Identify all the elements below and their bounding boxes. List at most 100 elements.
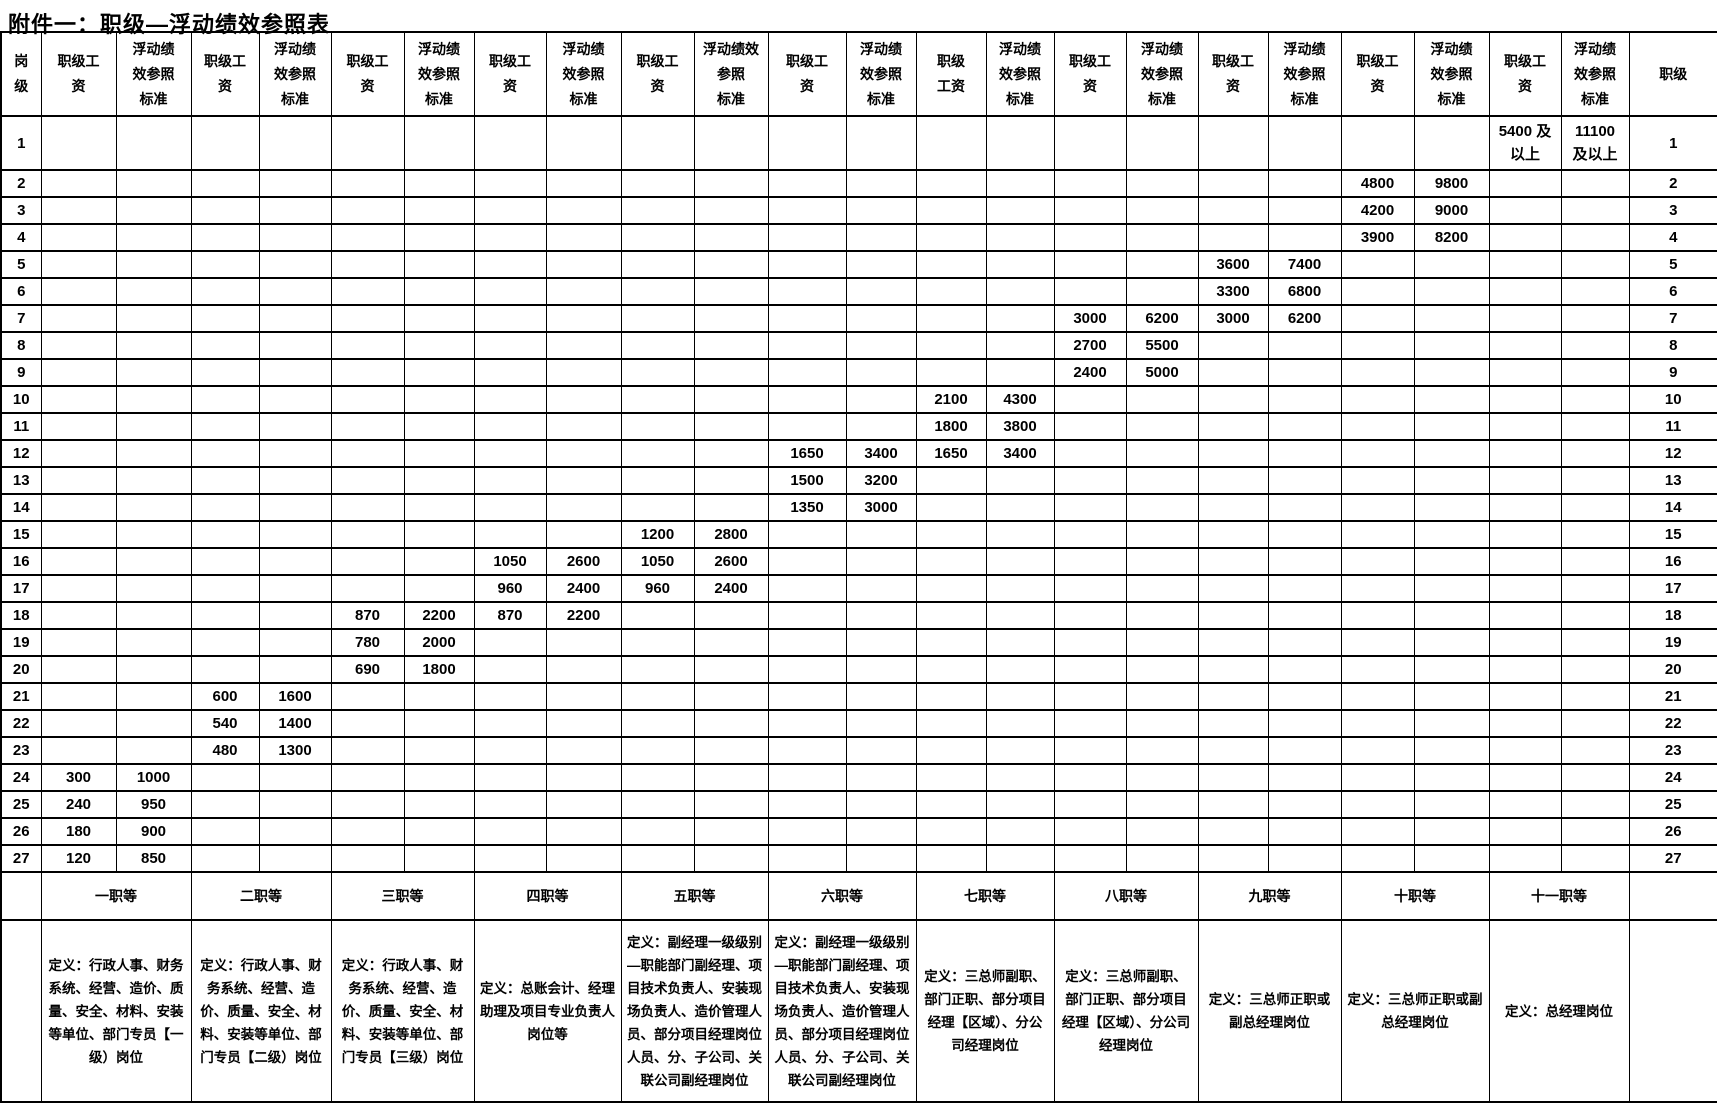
table-row: 5 3600 7400 5 xyxy=(0,250,1717,279)
perf-value-cell xyxy=(693,223,769,252)
post-level-cell: 8 xyxy=(0,331,42,360)
table-row: 18 870 2200 870 2200 18 xyxy=(0,601,1717,630)
salary-value-cell xyxy=(330,736,405,765)
salary-value-cell xyxy=(40,169,117,198)
perf-value-cell xyxy=(1267,331,1342,360)
salary-value-cell xyxy=(473,736,547,765)
salary-value-cell xyxy=(40,547,117,576)
salary-value-cell xyxy=(190,655,260,684)
salary-value-cell xyxy=(915,223,987,252)
perf-value-cell xyxy=(1267,412,1342,441)
perf-value-cell xyxy=(1125,628,1199,657)
perf-value-cell xyxy=(845,358,917,387)
salary-value-cell xyxy=(620,682,695,711)
perf-value-cell xyxy=(1125,466,1199,495)
perf-value-cell xyxy=(693,331,769,360)
salary-value-cell xyxy=(40,520,117,549)
table-row: 17 960 2400 960 2400 17 xyxy=(0,574,1717,603)
perf-value-cell xyxy=(693,277,769,306)
perf-value-cell xyxy=(545,358,622,387)
perf-value-cell xyxy=(403,844,475,873)
salary-value-cell xyxy=(1053,169,1127,198)
salary-value-cell xyxy=(1340,655,1415,684)
perf-value-cell xyxy=(985,547,1055,576)
perf-value-cell xyxy=(545,412,622,441)
salary-value-cell xyxy=(1488,412,1562,441)
perf-value-cell: 2600 xyxy=(693,547,769,576)
definition-cell: 定义：行政人事、财务系统、经营、造价、质量、安全、材料、安装等单位、部门专员【一… xyxy=(40,919,192,1103)
perf-value-cell: 5000 xyxy=(1125,358,1199,387)
salary-value-cell: 540 xyxy=(190,709,260,738)
salary-value-cell xyxy=(330,304,405,333)
perf-value-cell: 900 xyxy=(115,817,192,846)
salary-value-cell xyxy=(767,196,847,225)
grade-row: 一职等 二职等 三职等 四职等 五职等 六职等 七职等 八职等 九职等 十职等 十一职等 xyxy=(0,871,1717,921)
perf-value-cell: 3800 xyxy=(985,412,1055,441)
perf-value-cell xyxy=(258,223,332,252)
salary-value-cell: 1650 xyxy=(767,439,847,468)
salary-value-cell xyxy=(1053,223,1127,252)
salary-value-cell xyxy=(473,277,547,306)
perf-value-cell xyxy=(1413,736,1490,765)
salary-value-cell xyxy=(620,736,695,765)
rank-cell: 1 xyxy=(1628,115,1717,171)
perf-value-cell xyxy=(1560,439,1630,468)
perf-value-cell xyxy=(1267,574,1342,603)
perf-value-cell xyxy=(258,844,332,873)
salary-value-cell xyxy=(620,844,695,873)
perf-value-cell xyxy=(545,385,622,414)
perf-value-cell: 3000 xyxy=(845,493,917,522)
post-level-cell: 14 xyxy=(0,493,42,522)
salary-value-cell xyxy=(330,574,405,603)
salary-value-cell xyxy=(1053,115,1127,171)
perf-value-cell xyxy=(693,682,769,711)
salary-value-cell xyxy=(767,628,847,657)
perf-value-cell xyxy=(403,331,475,360)
salary-value-cell xyxy=(190,817,260,846)
salary-value-cell xyxy=(473,466,547,495)
perf-value-cell xyxy=(693,601,769,630)
salary-value-cell xyxy=(620,115,695,171)
perf-value-cell xyxy=(845,331,917,360)
rank-cell: 24 xyxy=(1628,763,1717,792)
salary-value-cell xyxy=(190,358,260,387)
post-level-cell: 11 xyxy=(0,412,42,441)
salary-value-cell xyxy=(1053,817,1127,846)
perf-value-cell xyxy=(1560,547,1630,576)
header-salary: 职级工 资 xyxy=(1197,31,1269,117)
perf-value-cell xyxy=(1267,628,1342,657)
header-perf-standard: 浮动绩 效参照 标准 xyxy=(1560,31,1630,117)
header-salary: 职级工 资 xyxy=(1053,31,1127,117)
perf-value-cell xyxy=(845,817,917,846)
salary-value-cell xyxy=(1197,547,1269,576)
perf-value-cell xyxy=(693,412,769,441)
perf-value-cell xyxy=(1560,628,1630,657)
salary-value-cell xyxy=(1340,412,1415,441)
perf-value-cell xyxy=(1560,250,1630,279)
salary-value-cell xyxy=(1488,520,1562,549)
post-level-cell: 20 xyxy=(0,655,42,684)
perf-value-cell xyxy=(845,250,917,279)
perf-value-cell xyxy=(1125,250,1199,279)
salary-value-cell: 5400 及 以上 xyxy=(1488,115,1562,171)
salary-value-cell xyxy=(1488,736,1562,765)
grade-band-cell: 二职等 xyxy=(190,871,332,921)
salary-value-cell: 3000 xyxy=(1197,304,1269,333)
rank-cell: 7 xyxy=(1628,304,1717,333)
salary-value-cell xyxy=(330,277,405,306)
salary-value-cell: 2700 xyxy=(1053,331,1127,360)
perf-value-cell xyxy=(985,196,1055,225)
salary-value-cell xyxy=(1488,682,1562,711)
salary-value-cell: 480 xyxy=(190,736,260,765)
salary-value-cell xyxy=(1488,655,1562,684)
salary-value-cell: 3600 xyxy=(1197,250,1269,279)
salary-value-cell xyxy=(473,493,547,522)
salary-value-cell: 1200 xyxy=(620,520,695,549)
salary-value-cell: 180 xyxy=(40,817,117,846)
header-perf-standard: 浮动绩 效参照 标准 xyxy=(1413,31,1490,117)
perf-value-cell xyxy=(1267,223,1342,252)
empty-cell xyxy=(0,871,42,921)
header-salary: 职级工 资 xyxy=(190,31,260,117)
salary-value-cell xyxy=(1053,709,1127,738)
perf-value-cell xyxy=(1560,196,1630,225)
